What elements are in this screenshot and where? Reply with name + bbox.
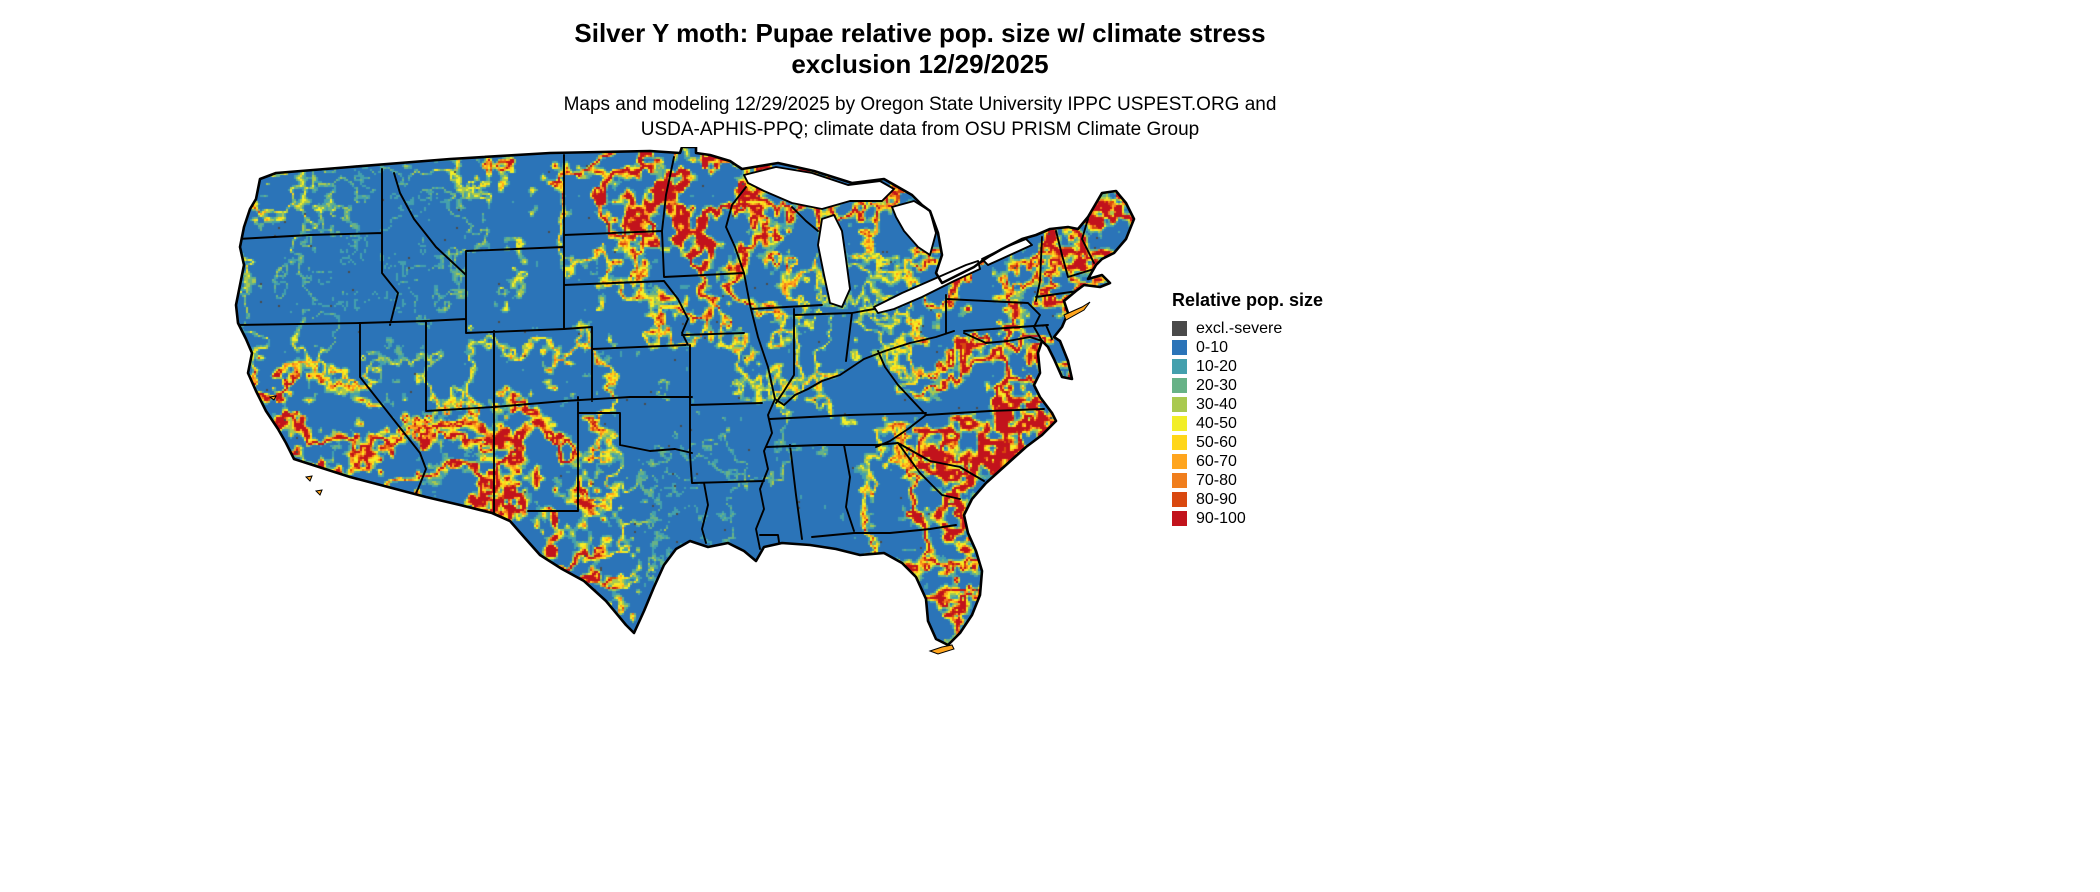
subtitle-line-1: Maps and modeling 12/29/2025 by Oregon S… [563, 94, 1277, 115]
legend-title: Relative pop. size [1172, 290, 1324, 310]
title-line-2: exclusion 12/29/2025 [791, 49, 1049, 79]
legend-item: 20-30 [1172, 376, 1323, 394]
legend-label: 10-20 [1196, 357, 1237, 375]
legend-swatch [1172, 473, 1187, 488]
legend-swatch [1172, 454, 1187, 469]
page-subtitle: Maps and modeling 12/29/2025 by Oregon S… [320, 92, 1520, 142]
legend-label: 60-70 [1196, 452, 1237, 470]
title-line-1: Silver Y moth: Pupae relative pop. size … [574, 18, 1266, 48]
legend-item: 0-10 [1172, 338, 1323, 356]
legend-item: 80-90 [1172, 490, 1323, 508]
subtitle-line-2: USDA-APHIS-PPQ; climate data from OSU PR… [640, 119, 1200, 140]
legend-label: 80-90 [1196, 490, 1237, 508]
legend-item: 30-40 [1172, 395, 1323, 413]
map-raster-canvas [230, 147, 1140, 669]
page-title: Silver Y moth: Pupae relative pop. size … [320, 18, 1520, 80]
us-choropleth-map [230, 147, 1140, 669]
legend-label: 0-10 [1196, 338, 1229, 356]
legend-swatch [1172, 397, 1187, 412]
legend-item: 50-60 [1172, 433, 1323, 451]
legend-label: 90-100 [1196, 509, 1246, 527]
legend-label: 30-40 [1196, 395, 1237, 413]
legend-swatch [1172, 416, 1187, 431]
legend-label: 40-50 [1196, 414, 1237, 432]
legend-item: 70-80 [1172, 471, 1323, 489]
legend-item: 90-100 [1172, 509, 1323, 527]
legend-item: 10-20 [1172, 357, 1323, 375]
legend-label: excl.-severe [1196, 319, 1283, 337]
legend-item: 60-70 [1172, 452, 1323, 470]
map-legend: Relative pop. size excl.-severe 0-10 10-… [1172, 290, 1323, 530]
legend-swatch [1172, 378, 1187, 393]
legend-label: 20-30 [1196, 376, 1237, 394]
legend-swatch [1172, 511, 1187, 526]
legend-item: 40-50 [1172, 414, 1323, 432]
legend-label: 70-80 [1196, 471, 1237, 489]
legend-swatch [1172, 492, 1187, 507]
legend-swatch [1172, 359, 1187, 374]
legend-swatch [1172, 435, 1187, 450]
legend-label: 50-60 [1196, 433, 1237, 451]
legend-swatch [1172, 340, 1187, 355]
legend-item: excl.-severe [1172, 319, 1323, 337]
legend-swatch [1172, 321, 1187, 336]
